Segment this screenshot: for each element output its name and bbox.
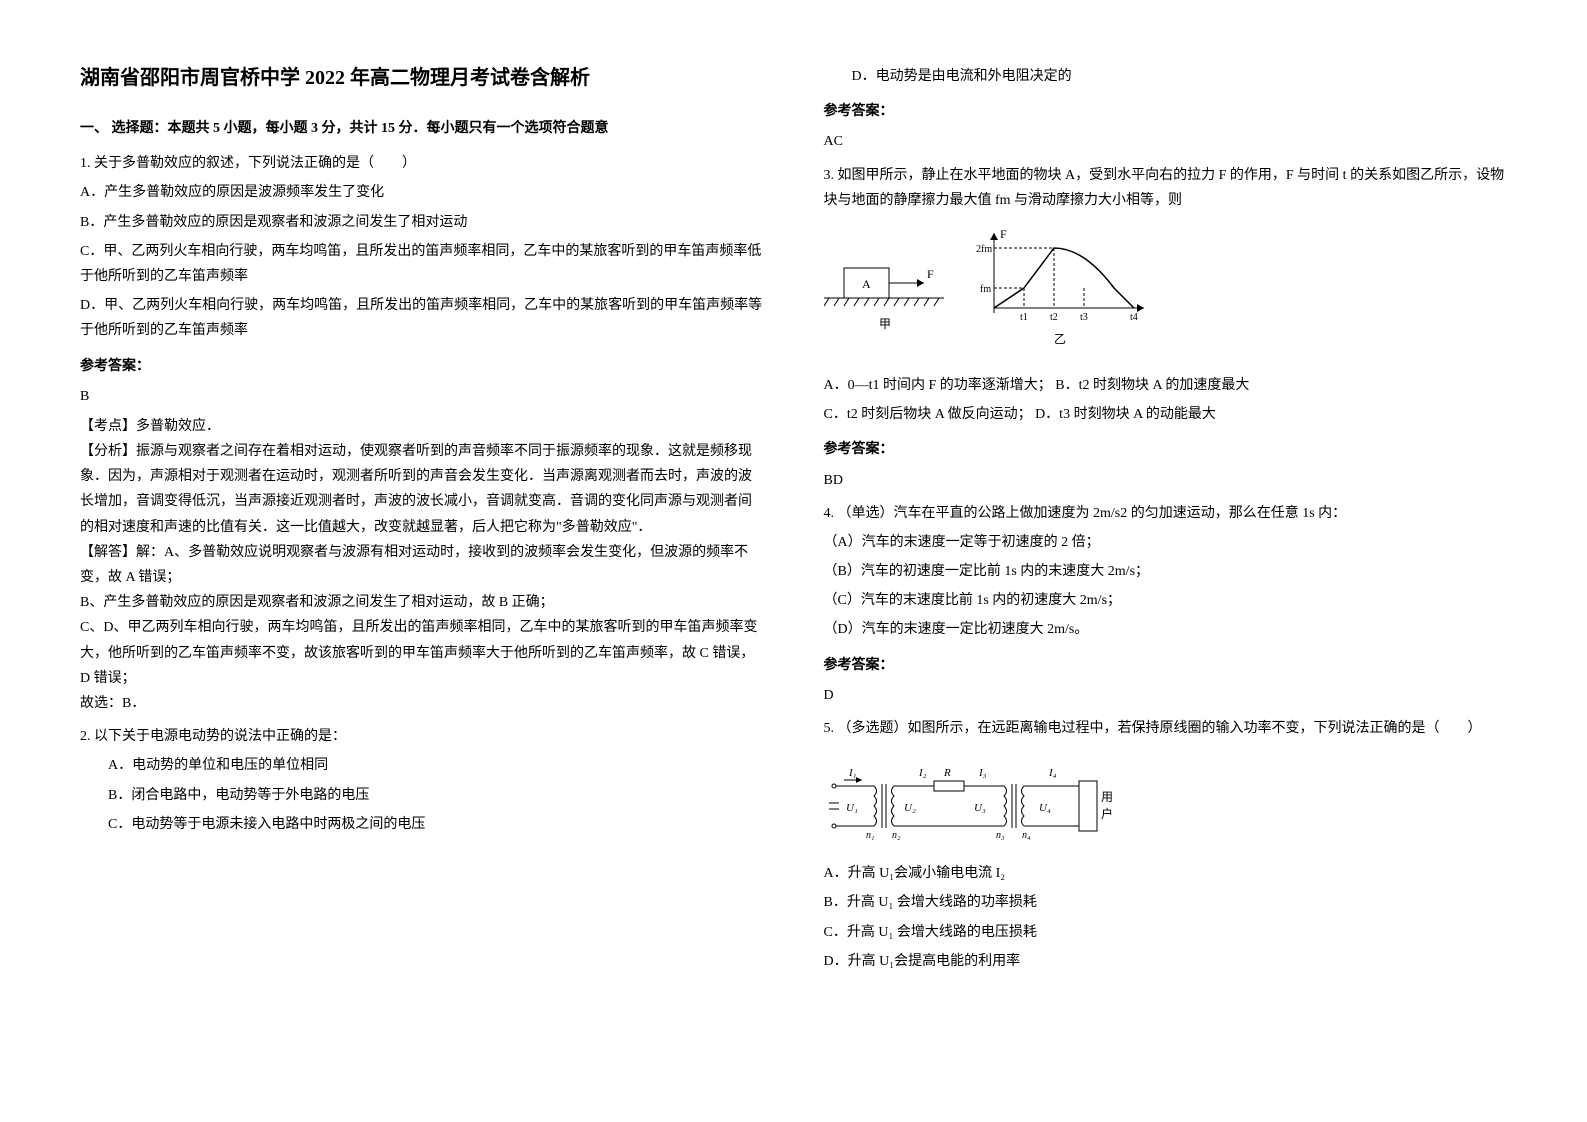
q3-stem: 3. 如图甲所示，静止在水平地面的物块 A，受到水平向右的拉力 F 的作用，F … [824, 163, 1508, 213]
right-column: D．电动势是由电流和外电阻决定的 参考答案： AC 3. 如图甲所示，静止在水平… [824, 60, 1508, 982]
u3-label: U₃ [974, 802, 986, 814]
load-label-1: 用 [1101, 790, 1113, 804]
question-4: 4. （单选）汽车在平直的公路上做加速度为 2m/s2 的匀加速运动，那么在任意… [824, 501, 1508, 708]
caption-right: 乙 [1054, 332, 1066, 346]
q1-solve-cd: C、D、甲乙两列车相向行驶，两车均鸣笛，且所发出的笛声频率相同，乙车中的某旅客听… [80, 615, 764, 691]
i3-label: I₃ [978, 767, 987, 779]
q4-option-a: （A）汽车的末速度一定等于初速度的 2 倍； [824, 530, 1508, 555]
q2-option-b: B．闭合电路中，电动势等于外电路的电压 [80, 783, 764, 808]
ground-hatch [824, 298, 939, 306]
q1-conclusion: 故选：B． [80, 691, 764, 716]
resistor-r [934, 781, 964, 791]
q2-stem: 2. 以下关于电源电动势的说法中正确的是： [80, 724, 764, 749]
question-3: 3. 如图甲所示，静止在水平地面的物块 A，受到水平向右的拉力 F 的作用，F … [824, 163, 1508, 493]
q1-solve-b: B、产生多普勒效应的原因是观察者和波源之间发生了相对运动，故 B 正确； [80, 590, 764, 615]
q3-figure: A F [824, 228, 1508, 358]
q4-answer: D [824, 683, 1508, 708]
exam-title: 湖南省邵阳市周官桥中学 2022 年高二物理月考试卷含解析 [80, 60, 764, 96]
q5-stem: 5. （多选题）如图所示，在远距离输电过程中，若保持原线圈的输入功率不变，下列说… [824, 716, 1508, 741]
t-axis-arrow [1137, 304, 1144, 312]
q2-answer-label: 参考答案： [824, 99, 1508, 124]
src-bot [832, 824, 836, 828]
load-label-2: 户 [1101, 806, 1113, 821]
force-arrow-head [917, 279, 924, 287]
q5-option-a: A．升高 U₁会减小输电电流 I₂ [824, 861, 1508, 886]
u2-label: U₂ [904, 802, 916, 814]
n2-label: n₂ [892, 830, 901, 841]
y-fm: fm [980, 284, 991, 295]
load-box [1079, 781, 1097, 831]
q4-option-b: （B）汽车的初速度一定比前 1s 内的末速度大 2m/s； [824, 559, 1508, 584]
q1-option-b: B．产生多普勒效应的原因是观察者和波源之间发生了相对运动 [80, 210, 764, 235]
q3-option-ab: A．0—t1 时间内 F 的功率逐渐增大； B．t2 时刻物块 A 的加速度最大 [824, 373, 1508, 398]
r-label: R [943, 767, 951, 779]
n1-label: n₁ [866, 830, 874, 841]
n3-label: n₃ [996, 830, 1005, 841]
q3-option-cd: C．t2 时刻后物块 A 做反向运动； D．t3 时刻物块 A 的动能最大 [824, 402, 1508, 427]
q1-option-d: D．甲、乙两列火车相向行驶，两车均鸣笛，且所发出的笛声频率相同，乙车中的某旅客听… [80, 293, 764, 343]
q1-stem: 1. 关于多普勒效应的叙述，下列说法正确的是（ ） [80, 151, 764, 176]
q4-option-c: （C）汽车的末速度比前 1s 内的初速度大 2m/s； [824, 588, 1508, 613]
question-2: 2. 以下关于电源电动势的说法中正确的是： A．电动势的单位和电压的单位相同 B… [80, 724, 764, 837]
i2-label: I₂ [918, 767, 927, 779]
q2-option-d: D．电动势是由电流和外电阻决定的 [824, 64, 1508, 89]
transformer-2 [1004, 784, 1024, 828]
y-2fm: 2fm [976, 244, 992, 255]
q2-answer: AC [824, 129, 1508, 154]
q1-point: 【考点】多普勒效应． [80, 414, 764, 439]
q5-option-b: B．升高 U₁ 会增大线路的功率损耗 [824, 890, 1508, 915]
q1-option-c: C．甲、乙两列火车相向行驶，两车均鸣笛，且所发出的笛声频率相同，乙车中的某旅客听… [80, 239, 764, 289]
q3-answer: BD [824, 468, 1508, 493]
transformer-1 [874, 784, 894, 828]
question-1: 1. 关于多普勒效应的叙述，下列说法正确的是（ ） A．产生多普勒效应的原因是波… [80, 151, 764, 716]
f-axis-arrow [990, 233, 998, 240]
section-1-header: 一、 选择题：本题共 5 小题，每小题 3 分，共计 15 分．每小题只有一个选… [80, 116, 764, 141]
q3-diagram-svg: A F [824, 228, 1154, 358]
t4-label: t4 [1130, 312, 1138, 323]
q1-option-a: A．产生多普勒效应的原因是波源频率发生了变化 [80, 180, 764, 205]
caption-left: 甲 [879, 317, 891, 331]
ft-curve [994, 248, 1134, 308]
f-axis-label: F [1000, 228, 1007, 241]
ft-graph: F 2fm fm t1 t2 t3 t4 乙 [976, 228, 1144, 346]
u4-label: U₄ [1039, 802, 1051, 814]
q4-stem: 4. （单选）汽车在平直的公路上做加速度为 2m/s2 的匀加速运动，那么在任意… [824, 501, 1508, 526]
t1-label: t1 [1020, 312, 1028, 323]
q1-solve-a: 【解答】解：A、多普勒效应说明观察者与波源有相对运动时，接收到的波频率会发生变化… [80, 540, 764, 590]
force-label: F [927, 267, 934, 281]
u1-label: U₁ [846, 802, 858, 814]
t3-label: t3 [1080, 312, 1088, 323]
q5-option-d: D．升高 U₁会提高电能的利用率 [824, 949, 1508, 974]
q2-option-a: A．电动势的单位和电压的单位相同 [80, 753, 764, 778]
q1-answer: B [80, 384, 764, 409]
i1-label: I₁ [848, 767, 857, 779]
left-column: 湖南省邵阳市周官桥中学 2022 年高二物理月考试卷含解析 一、 选择题：本题共… [80, 60, 764, 982]
q1-answer-label: 参考答案： [80, 354, 764, 379]
t2-label: t2 [1050, 312, 1058, 323]
q4-option-d: （D）汽车的末速度一定比初速度大 2m/s。 [824, 617, 1508, 642]
q2-option-c: C．电动势等于电源未接入电路中时两极之间的电压 [80, 812, 764, 837]
q3-answer-label: 参考答案： [824, 437, 1508, 462]
i4-label: I₄ [1048, 767, 1057, 779]
q5-figure: I₁ U₁ n₁ n₂ R I₂ U [824, 756, 1508, 846]
i1-arrow-head [856, 777, 862, 783]
q4-answer-label: 参考答案： [824, 653, 1508, 678]
n4-label: n₄ [1022, 830, 1031, 841]
question-5: 5. （多选题）如图所示，在远距离输电过程中，若保持原线圈的输入功率不变，下列说… [824, 716, 1508, 974]
q1-analysis: 【分析】振源与观察者之间存在着相对运动，使观察者听到的声音频率不同于振源频率的现… [80, 439, 764, 540]
q5-option-c: C．升高 U₁ 会增大线路的电压损耗 [824, 920, 1508, 945]
block-label: A [862, 277, 871, 291]
src-top [832, 784, 836, 788]
q5-circuit-svg: I₁ U₁ n₁ n₂ R I₂ U [824, 756, 1124, 846]
